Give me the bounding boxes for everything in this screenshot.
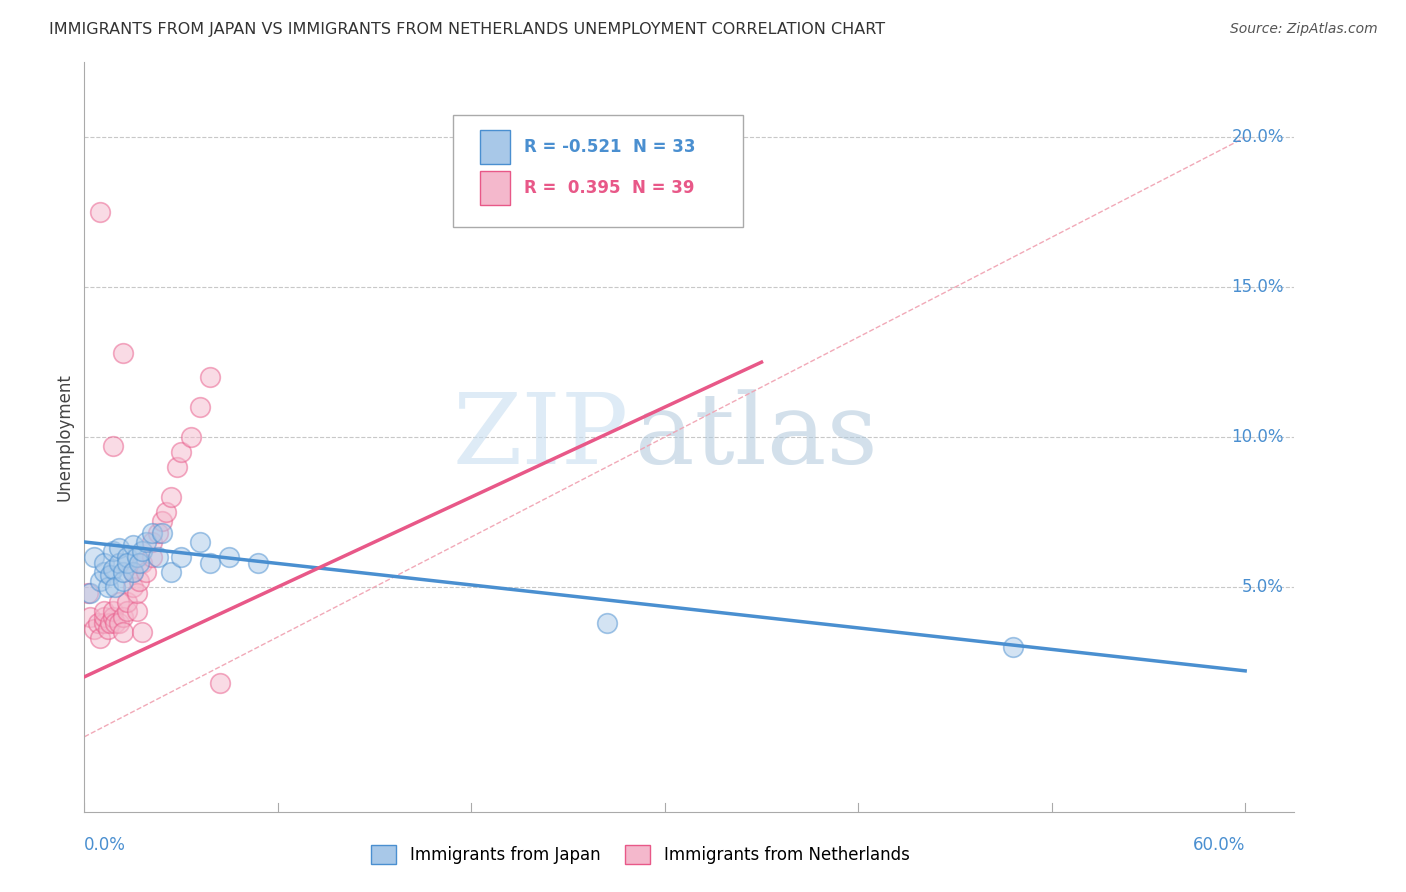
- Point: [103, 562, 125, 576]
- Point: [218, 549, 240, 564]
- Text: 60.0%: 60.0%: [1192, 836, 1246, 854]
- Point: [1001, 640, 1024, 654]
- Text: R = -0.521  N = 33: R = -0.521 N = 33: [524, 137, 696, 156]
- Point: [208, 676, 231, 690]
- Point: [190, 400, 212, 414]
- Point: [83, 549, 105, 564]
- Point: [141, 549, 163, 564]
- Point: [108, 615, 131, 630]
- Point: [115, 556, 138, 570]
- Point: [97, 580, 120, 594]
- Point: [112, 610, 135, 624]
- Point: [121, 565, 143, 579]
- Text: 10.0%: 10.0%: [1232, 428, 1284, 446]
- Point: [125, 586, 148, 600]
- Point: [121, 580, 143, 594]
- Point: [121, 565, 143, 579]
- Y-axis label: Unemployment: Unemployment: [55, 373, 73, 501]
- Point: [135, 565, 157, 579]
- Point: [103, 610, 125, 624]
- Point: [247, 556, 270, 570]
- Point: [104, 615, 127, 630]
- Point: [131, 556, 153, 570]
- Text: Source: ZipAtlas.com: Source: ZipAtlas.com: [1230, 22, 1378, 37]
- Text: IMMIGRANTS FROM JAPAN VS IMMIGRANTS FROM NETHERLANDS UNEMPLOYMENT CORRELATION CH: IMMIGRANTS FROM JAPAN VS IMMIGRANTS FROM…: [49, 22, 886, 37]
- Point: [125, 549, 148, 564]
- Point: [128, 556, 150, 570]
- Point: [155, 505, 177, 519]
- Text: atlas: atlas: [634, 389, 877, 485]
- Point: [146, 549, 169, 564]
- Point: [112, 346, 135, 360]
- Point: [89, 205, 111, 219]
- Point: [77, 586, 100, 600]
- Point: [98, 568, 121, 582]
- Point: [146, 526, 169, 541]
- Point: [79, 586, 101, 600]
- Point: [596, 615, 619, 630]
- Point: [93, 604, 115, 618]
- Point: [103, 604, 125, 618]
- Point: [89, 631, 111, 645]
- Text: 15.0%: 15.0%: [1232, 278, 1284, 296]
- Point: [170, 549, 193, 564]
- Point: [87, 615, 110, 630]
- FancyBboxPatch shape: [453, 115, 744, 227]
- Point: [115, 549, 138, 564]
- Text: 5.0%: 5.0%: [1241, 578, 1284, 596]
- Point: [97, 622, 120, 636]
- Point: [79, 610, 101, 624]
- Point: [198, 556, 221, 570]
- Text: 20.0%: 20.0%: [1232, 128, 1284, 146]
- Point: [135, 535, 157, 549]
- Point: [103, 439, 125, 453]
- Point: [166, 460, 188, 475]
- Point: [89, 574, 111, 588]
- Point: [93, 565, 115, 579]
- Point: [160, 565, 183, 579]
- Point: [108, 556, 131, 570]
- Point: [170, 445, 193, 459]
- Point: [108, 541, 131, 555]
- Point: [103, 544, 125, 558]
- Point: [150, 526, 173, 541]
- Point: [115, 604, 138, 618]
- Point: [150, 514, 173, 528]
- Point: [190, 535, 212, 549]
- Point: [104, 580, 127, 594]
- Point: [180, 430, 202, 444]
- Point: [108, 595, 131, 609]
- Point: [131, 624, 153, 639]
- Point: [160, 490, 183, 504]
- Point: [141, 535, 163, 549]
- Point: [121, 538, 143, 552]
- Bar: [479, 171, 510, 205]
- Point: [98, 615, 121, 630]
- Point: [93, 556, 115, 570]
- Legend: Immigrants from Japan, Immigrants from Netherlands: Immigrants from Japan, Immigrants from N…: [364, 838, 917, 871]
- Point: [198, 370, 221, 384]
- Text: ZIP: ZIP: [453, 389, 628, 485]
- Point: [93, 615, 115, 630]
- Text: R =  0.395  N = 39: R = 0.395 N = 39: [524, 179, 695, 197]
- Point: [125, 604, 148, 618]
- Point: [141, 526, 163, 541]
- Point: [128, 574, 150, 588]
- Point: [93, 610, 115, 624]
- Point: [112, 574, 135, 588]
- Bar: [479, 130, 510, 163]
- Point: [83, 622, 105, 636]
- Text: 0.0%: 0.0%: [84, 836, 127, 854]
- Point: [131, 544, 153, 558]
- Point: [112, 565, 135, 579]
- Point: [112, 624, 135, 639]
- Point: [115, 595, 138, 609]
